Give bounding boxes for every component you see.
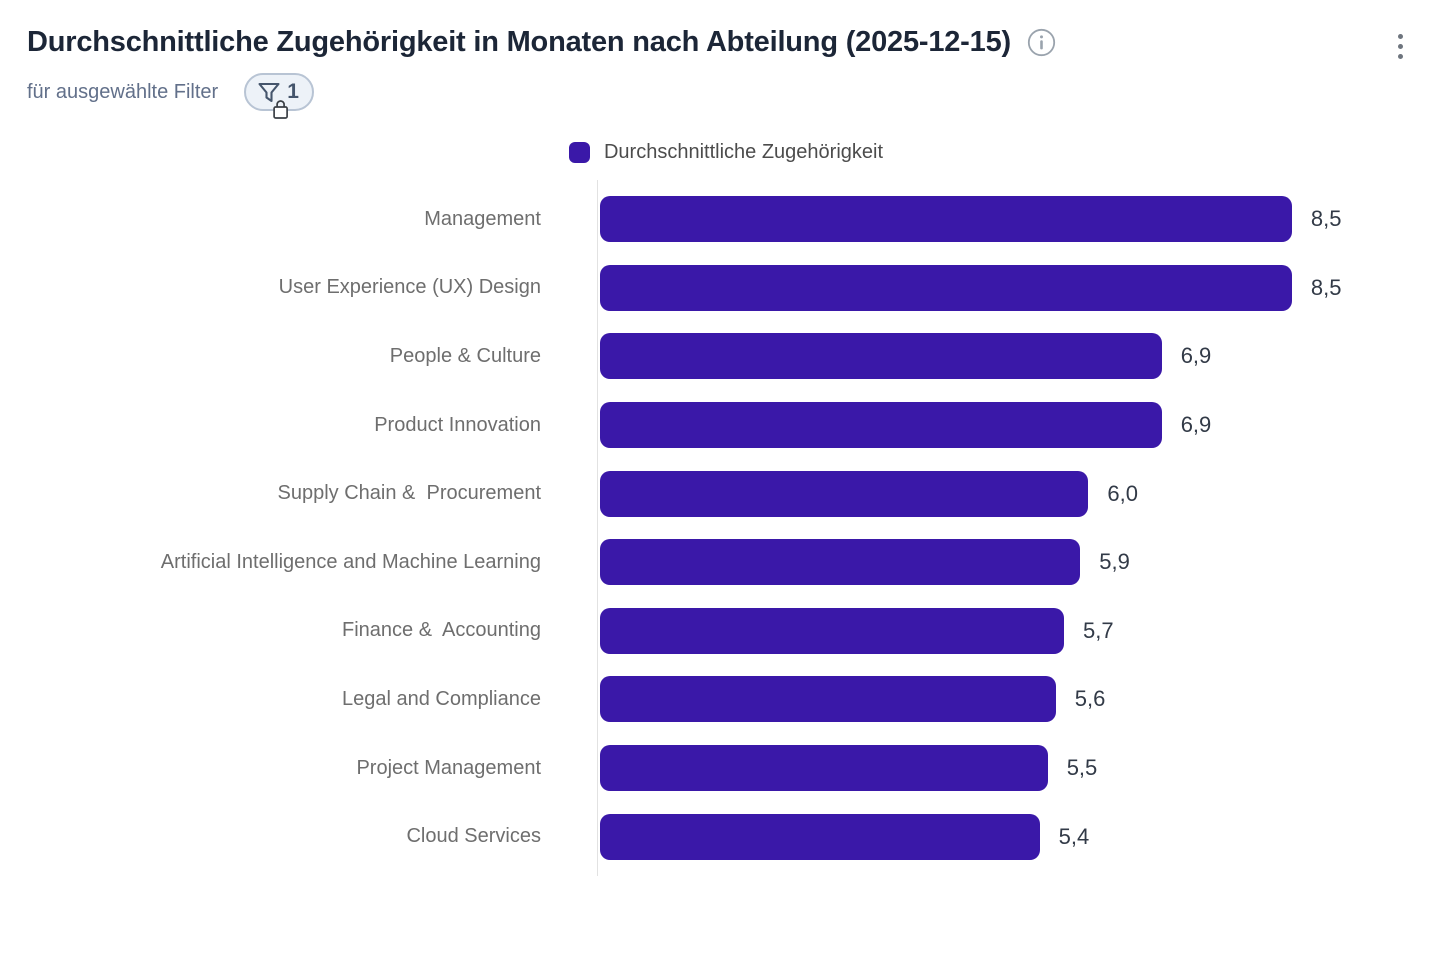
chart-row: Management 8,5 [0,185,1452,254]
category-label: Cloud Services [406,825,541,848]
y-axis-line [597,180,598,876]
value-label: 5,9 [1099,549,1130,575]
bar[interactable] [600,402,1162,449]
chart-row: User Experience (UX) Design 8,5 [0,254,1452,323]
bar[interactable] [600,745,1048,792]
bar-chart: Management 8,5 User Experience (UX) Desi… [0,180,1452,876]
value-label: 5,6 [1074,686,1106,712]
bar[interactable] [600,813,1040,860]
legend-swatch [568,142,590,163]
category-label: Project Management [356,756,541,779]
legend-label: Durchschnittliche Zugehörigkeit [603,141,884,163]
category-label: Management [424,207,541,230]
category-label: Product Innovation [374,413,541,436]
bar[interactable] [600,676,1056,723]
value-label: 6,9 [1180,412,1212,438]
category-label: User Experience (UX) Design [278,276,541,299]
filter-count: 1 [287,80,299,103]
category-label: Supply Chain & Procurement [277,482,541,505]
chart-rows: Management 8,5 User Experience (UX) Desi… [0,185,1452,871]
chart-row: Project Management 5,5 [0,734,1452,803]
filter-badge[interactable]: 1 [244,73,314,119]
value-label: 6,0 [1107,480,1138,506]
chart-row: Supply Chain & Procurement 6,0 [0,459,1452,528]
chart-header: Durchschnittliche Zugehörigkeit in Monat… [0,0,1452,119]
bar[interactable] [600,264,1292,311]
value-label: 8,5 [1310,206,1342,232]
chart-row: Product Innovation 6,9 [0,391,1452,460]
category-label: Artificial Intelligence and Machine Lear… [160,550,541,573]
category-label: Finance & Accounting [341,619,541,642]
bar[interactable] [600,539,1081,586]
bar[interactable] [600,607,1064,654]
value-label: 8,5 [1310,274,1342,300]
category-label: Legal and Compliance [341,687,541,710]
category-label: People & Culture [389,344,541,367]
chart-row: Artificial Intelligence and Machine Lear… [0,528,1452,597]
bar[interactable] [600,196,1292,243]
value-label: 5,7 [1083,617,1114,643]
chart-row: Finance & Accounting 5,7 [0,597,1452,666]
legend[interactable]: Durchschnittliche Zugehörigkeit [0,141,1452,164]
value-label: 6,9 [1180,343,1212,369]
chart-row: People & Culture 6,9 [0,322,1452,391]
lock-icon [271,98,291,120]
page-title: Durchschnittliche Zugehörigkeit in Monat… [27,26,1011,58]
filter-funnel-icon [256,79,282,105]
value-label: 5,5 [1066,755,1098,781]
subtitle: für ausgewählte Filter [27,80,219,103]
kebab-menu-icon[interactable] [1392,28,1409,65]
value-label: 5,4 [1058,823,1090,849]
chart-row: Cloud Services 5,4 [0,802,1452,871]
bar[interactable] [600,470,1089,517]
bar[interactable] [600,333,1162,380]
chart-row: Legal and Compliance 5,6 [0,665,1452,734]
info-icon[interactable] [1027,28,1056,57]
